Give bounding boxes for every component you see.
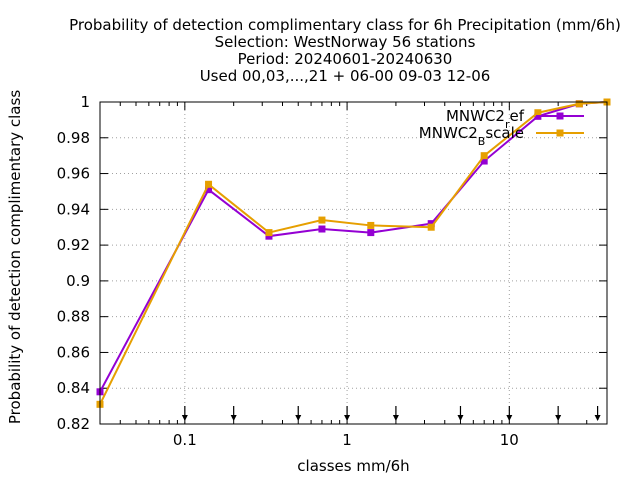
threshold-marker-head [295, 415, 302, 421]
data-point-1 [427, 223, 435, 231]
threshold-markers [181, 406, 601, 421]
grid [100, 102, 607, 424]
legend-marker-1 [556, 129, 564, 137]
y-tick-label: 0.9 [66, 272, 90, 290]
y-tick-label: 0.96 [57, 165, 90, 183]
series-layer [96, 98, 611, 408]
x-tick-label: 0.1 [173, 431, 197, 449]
threshold-marker-head [457, 415, 464, 421]
title-line: Selection: WestNorway 56 stations [215, 33, 476, 51]
y-tick-label: 0.86 [57, 343, 90, 361]
legend-label-1: MNWC2Bscale [419, 124, 524, 148]
threshold-marker-head [555, 415, 562, 421]
x-axis-label: classes mm/6h [297, 457, 409, 475]
data-point-1 [205, 180, 213, 188]
data-point-1 [534, 109, 542, 117]
data-point-0 [427, 220, 435, 228]
axis-ticks: 0.82 0.84 0.86 0.88 0.9 0.92 0.94 0.96 0.98 1 0.1 1… [57, 93, 608, 449]
data-point-0 [367, 229, 375, 237]
chart-title: Probability of detection complimentary c… [69, 16, 621, 85]
threshold-marker-head [506, 415, 513, 421]
data-point-1 [367, 221, 375, 229]
data-point-1 [318, 216, 326, 224]
y-axis-label: Probability of detection complimentary c… [6, 90, 24, 424]
title-line: Used 00,03,...,21 + 06-00 09-03 12-06 [200, 67, 491, 85]
y-tick-label: 0.92 [57, 236, 90, 254]
legend-label-0: MNWC2ref [446, 107, 525, 131]
y-tick-label: 1 [80, 93, 90, 111]
threshold-marker-head [181, 415, 188, 421]
data-point-1 [480, 152, 488, 160]
legend-marker-0 [556, 112, 564, 120]
data-point-0 [318, 225, 326, 233]
x-tick-label: 1 [342, 431, 352, 449]
data-point-1 [575, 100, 583, 108]
data-point-0 [480, 157, 488, 165]
data-point-0 [265, 232, 273, 240]
data-point-1 [265, 229, 273, 237]
series-line-1 [99, 101, 608, 405]
threshold-marker-head [230, 415, 237, 421]
threshold-marker-head [392, 415, 399, 421]
x-tick-label: 10 [500, 431, 519, 449]
title-line: Probability of detection complimentary c… [69, 16, 621, 34]
title-line: Period: 20240601-20240630 [238, 50, 453, 68]
threshold-marker-head [594, 415, 601, 421]
y-tick-label: 0.98 [57, 129, 90, 147]
threshold-marker-head [344, 415, 351, 421]
y-tick-label: 0.88 [57, 308, 90, 326]
plot-frame [99, 101, 608, 425]
data-point-0 [205, 186, 213, 194]
y-tick-label: 0.84 [57, 379, 90, 397]
y-tick-label: 0.82 [57, 415, 90, 433]
series-line-0 [99, 101, 608, 393]
y-tick-label: 0.94 [57, 200, 90, 218]
